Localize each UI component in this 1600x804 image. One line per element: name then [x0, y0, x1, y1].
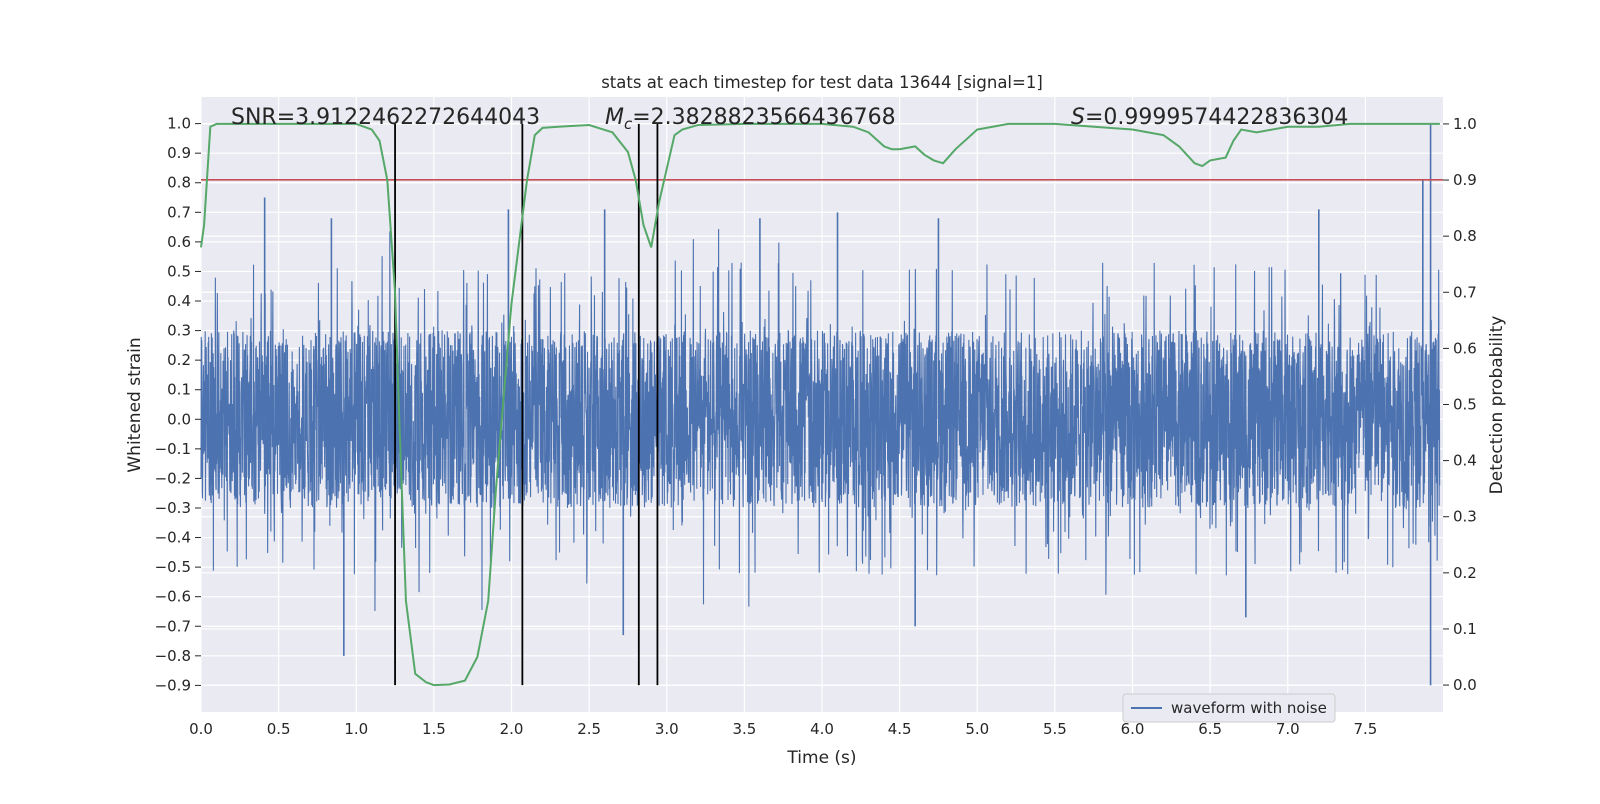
- chirp-mass-symbol: M: [605, 105, 624, 130]
- y-left-tick-label: −0.5: [155, 558, 191, 576]
- x-tick-label: 3.0: [655, 720, 679, 738]
- chart-title: stats at each timestep for test data 136…: [601, 73, 1043, 92]
- y-left-tick-label: −0.7: [155, 617, 191, 635]
- x-tick-label: 0.5: [267, 720, 291, 738]
- y-left-tick-label: 0.2: [167, 351, 191, 369]
- y-left-tick-label: 0.7: [167, 203, 191, 221]
- legend-label-waveform: waveform with noise: [1171, 699, 1327, 717]
- y-right-tick-label: 0.6: [1453, 339, 1477, 357]
- y-right-tick-label: 0.8: [1453, 227, 1477, 245]
- y-right-tick-label: 1.0: [1453, 115, 1477, 133]
- y-left-tick-label: 0.5: [167, 262, 191, 280]
- y-axis-right-label: Detection probability: [1487, 316, 1507, 495]
- y-left-tick-label: 0.1: [167, 381, 191, 399]
- y-left-tick-label: −0.2: [155, 469, 191, 487]
- y-left-tick-label: −0.4: [155, 529, 191, 547]
- y-left-tick-label: 0.3: [167, 322, 191, 340]
- y-axis-left-label: Whitened strain: [125, 337, 145, 472]
- y-left-tick-label: 0.6: [167, 233, 191, 251]
- chirp-mass-subscript: c: [624, 115, 633, 133]
- x-tick-label: 2.5: [577, 720, 601, 738]
- y-left-tick-label: −0.9: [155, 676, 191, 694]
- y-right-tick-label: 0.7: [1453, 283, 1477, 301]
- y-right-tick-label: 0.4: [1453, 452, 1477, 470]
- x-tick-label: 1.0: [344, 720, 368, 738]
- x-tick-label: 0.0: [189, 720, 213, 738]
- x-tick-label: 1.5: [422, 720, 446, 738]
- y-left-tick-label: 1.0: [167, 115, 191, 133]
- chirp-mass-annotation: Mc=2.3828823566436768: [605, 105, 896, 133]
- x-tick-label: 5.0: [965, 720, 989, 738]
- s-symbol: S: [1071, 105, 1085, 130]
- y-left-tick-label: −0.8: [155, 647, 191, 665]
- waveform-series: [200, 123, 1441, 686]
- x-tick-label: 4.0: [810, 720, 834, 738]
- y-left-tick-label: 0.0: [167, 410, 191, 428]
- y-left-tick-label: −0.1: [155, 440, 191, 458]
- y-left-tick-label: −0.6: [155, 588, 191, 606]
- x-tick-label: 7.0: [1276, 720, 1300, 738]
- probability-series: [200, 122, 1440, 687]
- s-value: =0.9999574422836304: [1085, 105, 1348, 130]
- y-right-tick-label: 0.0: [1453, 676, 1477, 694]
- x-tick-label: 7.5: [1353, 720, 1377, 738]
- y-right-tick-label: 0.5: [1453, 396, 1477, 414]
- y-left-tick-label: 0.8: [167, 174, 191, 192]
- x-axis-label: Time (s): [786, 748, 856, 768]
- legend: waveform with noise: [1122, 693, 1336, 723]
- y-right-tick-label: 0.3: [1453, 508, 1477, 526]
- y-left-tick-label: 0.9: [167, 144, 191, 162]
- y-left-tick-label: 0.4: [167, 292, 191, 310]
- tick-labels: 0.0 0.5 1.0 1.5 2.0 2.5 3.0 3.5 4.0 4.5 5.0 5.5 6.0 6…: [155, 115, 1477, 738]
- snr-annotation: SNR=3.9122462272644043: [231, 105, 540, 130]
- x-tick-label: 6.5: [1198, 720, 1222, 738]
- y-right-tick-label: 0.9: [1453, 171, 1477, 189]
- x-tick-label: 3.5: [732, 720, 756, 738]
- chirp-mass-value: =2.3828823566436768: [632, 105, 895, 130]
- detection-probability-line: [200, 122, 1440, 687]
- x-tick-label: 6.0: [1121, 720, 1145, 738]
- legend-box: [1122, 693, 1336, 723]
- y-left-tick-label: −0.3: [155, 499, 191, 517]
- waveform-line: [200, 229, 1441, 612]
- s-annotation: S=0.9999574422836304: [1071, 105, 1348, 130]
- x-tick-label: 4.5: [888, 720, 912, 738]
- x-tick-label: 5.5: [1043, 720, 1067, 738]
- x-tick-label: 2.0: [500, 720, 524, 738]
- y-right-tick-label: 0.2: [1453, 564, 1477, 582]
- y-right-tick-label: 0.1: [1453, 620, 1477, 638]
